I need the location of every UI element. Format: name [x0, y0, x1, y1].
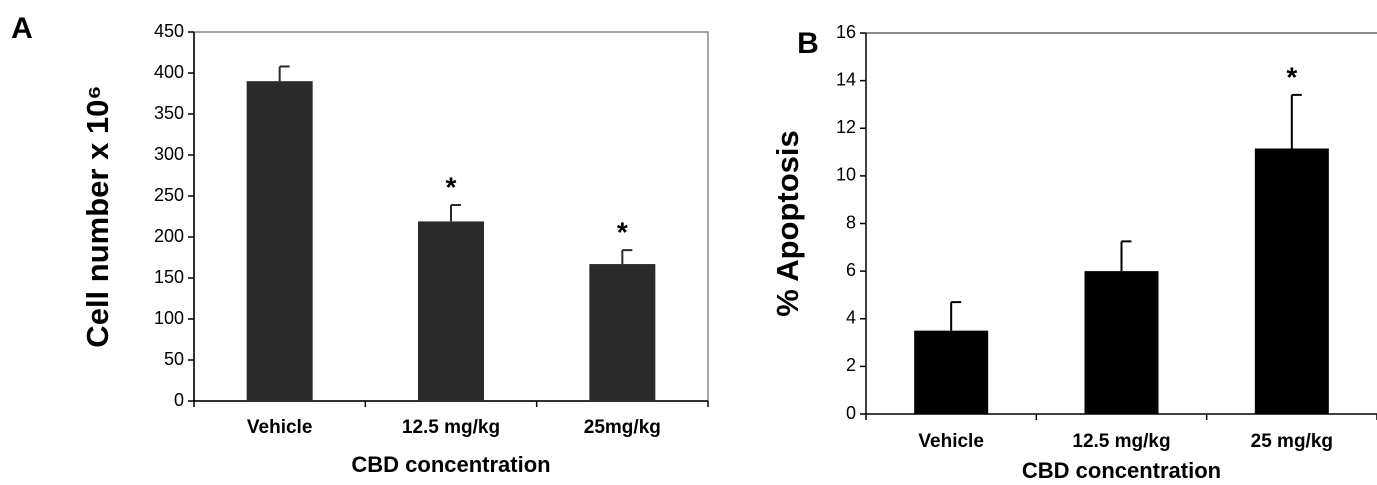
- x-tick-label: Vehicle: [918, 431, 984, 452]
- x-tick-label: 25 mg/kg: [1251, 431, 1333, 452]
- significance-mark: *: [446, 171, 457, 202]
- bar: [914, 330, 989, 414]
- y-tick-label: 350: [154, 103, 184, 123]
- error-bar: [278, 65, 290, 82]
- significance-mark: *: [617, 217, 628, 248]
- y-tick-label: 50: [164, 349, 184, 369]
- y-tick-label: 200: [154, 226, 184, 246]
- y-tick-label: 400: [154, 62, 184, 82]
- x-axis-title: CBD concentration: [351, 452, 550, 477]
- y-axis-title: % Apoptosis: [770, 130, 805, 317]
- x-axis-title: CBD concentration: [1022, 458, 1221, 483]
- error-bar: [621, 249, 633, 265]
- y-tick-label: 300: [154, 144, 184, 164]
- bar: [589, 264, 656, 401]
- bar: [1254, 148, 1329, 414]
- y-tick-label: 6: [846, 260, 856, 280]
- error-bar: [950, 301, 962, 331]
- panel-label: A: [11, 12, 33, 45]
- y-tick-label: 4: [846, 308, 856, 328]
- y-tick-label: 8: [846, 212, 856, 232]
- y-tick-label: 100: [154, 308, 184, 328]
- significance-mark: *: [1286, 61, 1297, 92]
- y-tick-label: 12: [836, 117, 856, 137]
- x-tick-label: 12.5 mg/kg: [402, 417, 500, 438]
- bar: [246, 81, 313, 401]
- error-bar: [450, 204, 461, 222]
- error-bar: [1120, 240, 1132, 272]
- x-tick-label: Vehicle: [247, 417, 313, 438]
- bar: [1084, 271, 1159, 414]
- y-tick-label: 0: [174, 390, 184, 410]
- y-axis-title: Cell number x 10⁶: [80, 85, 115, 347]
- y-tick-label: 2: [846, 355, 856, 375]
- panel-label: B: [797, 27, 819, 60]
- x-tick-label: 25mg/kg: [584, 417, 661, 438]
- y-tick-label: 0: [846, 403, 856, 423]
- y-tick-label: 450: [154, 21, 184, 41]
- bar: [418, 221, 484, 401]
- y-tick-label: 150: [154, 267, 184, 287]
- y-tick-label: 250: [154, 185, 184, 205]
- y-tick-label: 10: [836, 165, 856, 185]
- y-tick-label: 14: [836, 69, 856, 89]
- x-tick-label: 12.5 mg/kg: [1072, 431, 1170, 452]
- error-bar: [1290, 93, 1302, 149]
- y-tick-label: 16: [836, 22, 856, 42]
